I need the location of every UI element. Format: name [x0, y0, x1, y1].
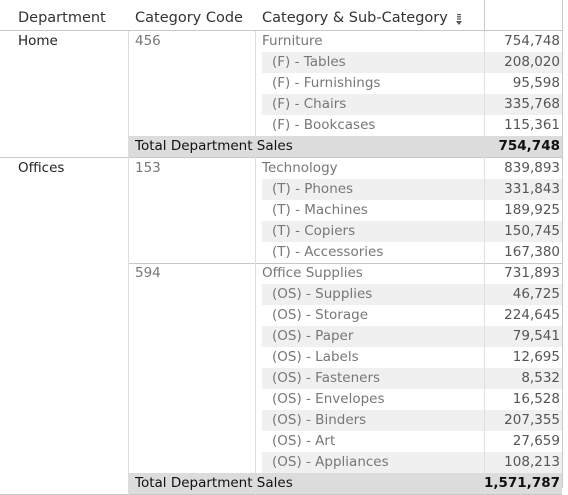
- block-divider: [128, 263, 562, 264]
- sub-category-name[interactable]: (T) - Phones: [272, 181, 354, 197]
- sub-category-name[interactable]: (T) - Accessories: [272, 244, 384, 260]
- sub-category-value[interactable]: 167,380: [504, 244, 560, 260]
- department-name[interactable]: Home: [18, 33, 58, 49]
- category-name[interactable]: Furniture: [262, 33, 323, 49]
- row-band: [485, 52, 562, 73]
- sub-category-name[interactable]: (OS) - Labels: [272, 349, 359, 365]
- header-category[interactable]: Category & Sub-Category: [262, 10, 448, 26]
- category-value[interactable]: 839,893: [504, 160, 560, 176]
- sub-category-name[interactable]: (F) - Chairs: [272, 96, 347, 112]
- total-value: 754,748: [498, 138, 561, 154]
- sub-category-name[interactable]: (F) - Tables: [272, 54, 346, 70]
- sub-category-value[interactable]: 12,695: [512, 349, 560, 365]
- sub-category-name[interactable]: (OS) - Envelopes: [272, 391, 385, 407]
- total-row: [128, 136, 562, 157]
- sub-category-value[interactable]: 207,355: [504, 412, 560, 428]
- row-band: [485, 368, 562, 389]
- row-band: [262, 368, 484, 389]
- total-value: 1,571,787: [483, 475, 560, 491]
- row-band: [485, 452, 562, 473]
- row-band: [262, 410, 484, 431]
- category-code[interactable]: 456: [135, 33, 161, 49]
- sub-category-value[interactable]: 115,361: [504, 117, 560, 133]
- sub-category-name[interactable]: (OS) - Appliances: [272, 454, 389, 470]
- header-department[interactable]: Department: [18, 10, 106, 26]
- group-divider: [0, 157, 562, 158]
- sub-category-name[interactable]: (OS) - Paper: [272, 328, 354, 344]
- sub-category-value[interactable]: 108,213: [504, 454, 560, 470]
- department-name[interactable]: Offices: [18, 160, 65, 176]
- sub-category-name[interactable]: (OS) - Supplies: [272, 286, 373, 302]
- sub-category-name[interactable]: (F) - Furnishings: [272, 75, 381, 91]
- sub-category-value[interactable]: 224,645: [504, 307, 560, 323]
- sub-category-value[interactable]: 189,925: [504, 202, 560, 218]
- sub-category-value[interactable]: 8,532: [521, 370, 560, 386]
- sub-category-name[interactable]: (F) - Bookcases: [272, 117, 376, 133]
- sub-category-value[interactable]: 27,659: [512, 433, 560, 449]
- row-band: [262, 452, 484, 473]
- row-band: [262, 52, 484, 73]
- category-value[interactable]: 754,748: [504, 33, 560, 49]
- category-code[interactable]: 153: [135, 160, 161, 176]
- sub-category-name[interactable]: (T) - Machines: [272, 202, 368, 218]
- value-column-right-border: [562, 0, 563, 488]
- sub-category-name[interactable]: (OS) - Fasteners: [272, 370, 381, 386]
- header-column-divider: [484, 0, 485, 30]
- category-code[interactable]: 594: [135, 265, 161, 281]
- row-band: [485, 284, 562, 305]
- sub-category-name[interactable]: (OS) - Binders: [272, 412, 367, 428]
- header-category-code[interactable]: Category Code: [135, 10, 243, 26]
- column-divider: [128, 31, 129, 495]
- row-band: [262, 284, 484, 305]
- category-value[interactable]: 731,893: [504, 265, 560, 281]
- row-band: [485, 221, 562, 242]
- sub-category-value[interactable]: 331,843: [504, 181, 560, 197]
- column-divider: [255, 31, 256, 495]
- header-divider: [0, 30, 562, 31]
- row-band: [485, 410, 562, 431]
- sort-descending-icon[interactable]: [455, 14, 463, 26]
- column-divider: [484, 31, 485, 495]
- sub-category-value[interactable]: 150,745: [504, 223, 560, 239]
- row-band: [262, 179, 484, 200]
- sub-category-name[interactable]: (OS) - Storage: [272, 307, 369, 323]
- row-band: [262, 94, 484, 115]
- sub-category-name[interactable]: (T) - Copiers: [272, 223, 356, 239]
- row-band: [485, 179, 562, 200]
- row-band: [262, 221, 484, 242]
- sub-category-value[interactable]: 79,541: [512, 328, 560, 344]
- row-band: [485, 326, 562, 347]
- sub-category-name[interactable]: (OS) - Art: [272, 433, 336, 449]
- category-name[interactable]: Technology: [262, 160, 338, 176]
- total-label: Total Department Sales: [135, 138, 293, 154]
- sub-category-value[interactable]: 208,020: [504, 54, 560, 70]
- sub-category-value[interactable]: 46,725: [512, 286, 560, 302]
- sub-category-value[interactable]: 16,528: [512, 391, 560, 407]
- total-label: Total Department Sales: [135, 475, 293, 491]
- row-band: [262, 326, 484, 347]
- total-row: [128, 473, 562, 494]
- sub-category-value[interactable]: 95,598: [512, 75, 560, 91]
- row-band: [485, 94, 562, 115]
- sub-category-value[interactable]: 335,768: [504, 96, 560, 112]
- category-name[interactable]: Office Supplies: [262, 265, 363, 281]
